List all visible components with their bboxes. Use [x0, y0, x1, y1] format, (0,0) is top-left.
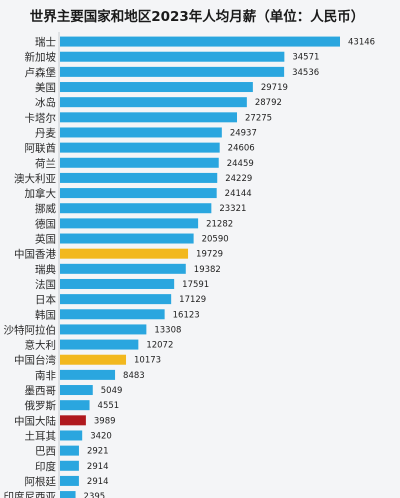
category-label: 法国	[35, 278, 56, 291]
value-label: 16123	[173, 310, 200, 320]
bar	[60, 218, 199, 229]
bar	[60, 294, 172, 305]
bar	[60, 339, 139, 350]
category-label: 墨西哥	[25, 385, 57, 397]
bar	[60, 263, 186, 274]
category-label: 中国香港	[14, 248, 56, 261]
value-label: 21282	[206, 219, 233, 229]
category-label: 英国	[35, 233, 56, 246]
category-label: 阿联酋	[25, 142, 57, 155]
category-label: 瑞士	[35, 36, 56, 49]
value-label: 34536	[292, 68, 319, 78]
value-label: 3989	[94, 416, 116, 426]
category-label: 印度尼西亚	[4, 490, 57, 498]
value-label: 4551	[98, 401, 120, 411]
value-label: 17129	[179, 295, 206, 305]
category-label: 挪威	[35, 202, 56, 215]
category-label: 日本	[35, 293, 56, 306]
bar	[60, 324, 147, 335]
value-label: 27275	[245, 113, 272, 123]
value-label: 24229	[225, 174, 252, 184]
value-label: 24937	[230, 128, 257, 138]
category-label: 沙特阿拉伯	[4, 323, 57, 336]
category-label: 俄罗斯	[25, 399, 57, 412]
category-label: 澳大利亚	[14, 172, 56, 185]
category-label: 冰岛	[35, 96, 56, 109]
category-label: 瑞典	[35, 263, 56, 276]
bar	[60, 112, 238, 123]
bar	[60, 491, 76, 498]
bar	[60, 142, 220, 153]
bar	[60, 127, 222, 138]
value-label: 10173	[134, 356, 161, 366]
category-label: 美国	[35, 81, 56, 94]
bar	[60, 475, 79, 486]
category-label: 中国大陆	[14, 414, 56, 427]
value-label: 24459	[227, 159, 254, 169]
category-label: 新加坡	[25, 51, 57, 64]
value-label: 17591	[182, 280, 209, 290]
value-label: 13308	[154, 325, 181, 335]
category-label: 印度	[35, 460, 56, 473]
bar	[60, 354, 127, 365]
value-label: 19382	[194, 265, 221, 275]
category-label: 丹麦	[35, 127, 56, 139]
category-label: 土耳其	[25, 429, 57, 442]
bar	[60, 97, 247, 108]
value-label: 2921	[87, 447, 109, 457]
bar	[60, 248, 189, 259]
bar	[60, 233, 194, 244]
category-label: 中国台湾	[14, 354, 56, 367]
bar	[60, 51, 285, 62]
bar	[60, 278, 175, 289]
bar	[60, 445, 79, 456]
value-label: 12072	[146, 341, 173, 351]
category-label: 卢森堡	[25, 66, 57, 79]
bar	[60, 415, 86, 426]
value-label: 24606	[228, 144, 255, 154]
bar	[60, 157, 219, 168]
value-label: 5049	[101, 386, 123, 396]
value-label: 43146	[348, 38, 375, 48]
bar	[60, 172, 218, 183]
category-label: 阿根廷	[25, 475, 57, 488]
value-label: 29719	[261, 83, 288, 93]
value-label: 24144	[225, 189, 252, 199]
bar	[60, 309, 165, 320]
bar	[60, 460, 79, 471]
bar	[60, 36, 340, 47]
bar	[60, 82, 253, 93]
category-label: 卡塔尔	[25, 111, 57, 124]
value-label: 3420	[90, 431, 112, 441]
value-label: 2914	[87, 462, 109, 472]
chart-title: 世界主要国家和地区2023年人均月薪（单位：人民币）	[30, 8, 365, 25]
value-label: 2395	[84, 492, 106, 498]
value-label: 34571	[292, 53, 319, 63]
bar	[60, 203, 212, 214]
value-label: 2914	[87, 477, 109, 487]
category-label: 南非	[35, 369, 56, 382]
value-label: 8483	[123, 371, 145, 381]
category-label: 加拿大	[25, 187, 57, 200]
bar	[60, 66, 285, 77]
bar	[60, 188, 217, 199]
category-label: 荷兰	[35, 157, 56, 170]
bar	[60, 369, 116, 380]
bar	[60, 400, 90, 411]
bar	[60, 430, 83, 441]
bars-group: 瑞士 43146 新加坡 34571 卢森堡 34536 美国 29719 冰岛 28792 卡塔尔…	[4, 36, 375, 498]
value-label: 19729	[196, 250, 223, 260]
value-label: 28792	[255, 98, 282, 108]
category-label: 德国	[35, 217, 56, 230]
value-label: 20590	[202, 235, 229, 245]
category-label: 巴西	[35, 446, 56, 458]
category-label: 韩国	[35, 308, 56, 321]
bar	[60, 385, 93, 396]
value-label: 23321	[219, 204, 246, 214]
category-label: 意大利	[25, 339, 57, 352]
